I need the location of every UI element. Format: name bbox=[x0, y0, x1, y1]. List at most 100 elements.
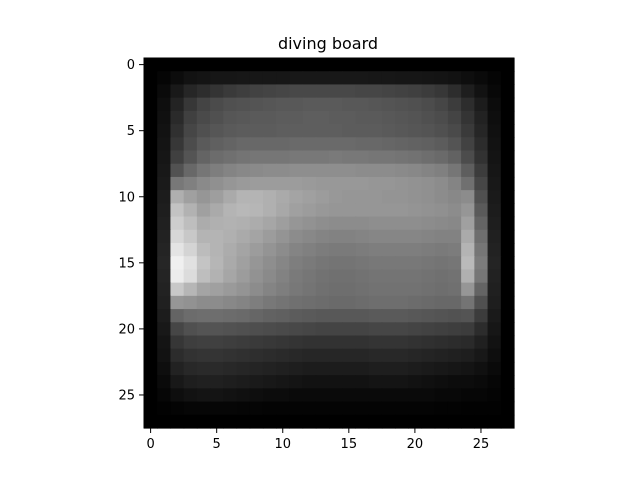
heatmap-cell bbox=[170, 309, 185, 323]
heatmap-cell bbox=[170, 190, 185, 204]
heatmap-cell bbox=[421, 190, 436, 204]
heatmap-cell bbox=[381, 176, 396, 191]
heatmap-cell bbox=[196, 322, 211, 337]
heatmap-cell bbox=[355, 150, 370, 165]
heatmap-cell bbox=[302, 203, 317, 218]
heatmap-cell bbox=[474, 150, 489, 165]
heatmap-cell bbox=[289, 335, 304, 350]
heatmap-cell bbox=[289, 110, 304, 125]
heatmap-cell bbox=[329, 203, 343, 218]
heatmap-cell bbox=[487, 84, 502, 99]
heatmap-cell bbox=[183, 58, 198, 72]
heatmap-cell bbox=[461, 414, 475, 429]
heatmap-cell bbox=[368, 414, 383, 429]
heatmap-cell bbox=[144, 322, 158, 337]
heatmap-cell bbox=[144, 243, 158, 257]
heatmap-cell bbox=[276, 348, 290, 363]
heatmap-cell bbox=[223, 110, 238, 125]
heatmap-cell bbox=[368, 163, 383, 178]
heatmap-cell bbox=[170, 348, 185, 363]
heatmap-cell bbox=[315, 150, 330, 165]
heatmap-cell bbox=[315, 309, 330, 323]
heatmap-cell bbox=[447, 163, 462, 178]
heatmap-cell bbox=[408, 348, 423, 363]
heatmap-cell bbox=[289, 256, 304, 271]
heatmap-cell bbox=[183, 84, 198, 99]
heatmap-cell bbox=[144, 335, 158, 350]
heatmap-cell bbox=[183, 150, 198, 165]
heatmap-cell bbox=[368, 243, 383, 257]
heatmap-cell bbox=[447, 124, 462, 138]
heatmap-cell bbox=[302, 309, 317, 323]
heatmap-cell bbox=[381, 84, 396, 99]
heatmap-cell bbox=[262, 243, 277, 257]
heatmap-cell bbox=[157, 229, 172, 244]
heatmap-cell bbox=[355, 58, 370, 72]
heatmap-cell bbox=[302, 295, 317, 310]
heatmap-cell bbox=[474, 256, 489, 271]
heatmap-cell bbox=[302, 388, 317, 403]
heatmap-cell bbox=[474, 335, 489, 350]
heatmap-cell bbox=[210, 361, 224, 376]
heatmap-cell bbox=[342, 229, 357, 244]
heatmap-cell bbox=[236, 243, 251, 257]
heatmap-cell bbox=[408, 216, 423, 231]
heatmap-cell bbox=[395, 97, 409, 112]
heatmap-cell bbox=[289, 375, 304, 389]
heatmap-cell bbox=[474, 190, 489, 204]
heatmap-cell bbox=[447, 229, 462, 244]
heatmap-cell bbox=[302, 71, 317, 86]
heatmap-cell bbox=[408, 229, 423, 244]
heatmap-cell bbox=[461, 58, 475, 72]
heatmap-cell bbox=[144, 414, 158, 429]
heatmap-cell bbox=[249, 137, 264, 152]
heatmap-cell bbox=[421, 348, 436, 363]
heatmap-cell bbox=[434, 216, 449, 231]
heatmap-cell bbox=[434, 243, 449, 257]
x-tick-label: 20 bbox=[407, 437, 424, 452]
heatmap-cell bbox=[342, 203, 357, 218]
heatmap-cell bbox=[223, 58, 238, 72]
heatmap-cell bbox=[408, 110, 423, 125]
heatmap-cell bbox=[276, 97, 290, 112]
heatmap-cell bbox=[434, 269, 449, 284]
heatmap-cell bbox=[487, 176, 502, 191]
heatmap-cell bbox=[183, 229, 198, 244]
heatmap-cell bbox=[329, 361, 343, 376]
heatmap-cell bbox=[408, 414, 423, 429]
heatmap-cell bbox=[236, 295, 251, 310]
heatmap-cell bbox=[342, 256, 357, 271]
heatmap-cell bbox=[474, 348, 489, 363]
heatmap-cell bbox=[368, 322, 383, 337]
heatmap-cell bbox=[447, 243, 462, 257]
heatmap-cell bbox=[355, 401, 370, 416]
heatmap-cell bbox=[461, 401, 475, 416]
heatmap-cell bbox=[447, 295, 462, 310]
heatmap-cell bbox=[421, 84, 436, 99]
heatmap-cell bbox=[381, 388, 396, 403]
heatmap-cell bbox=[355, 229, 370, 244]
heatmap-cell bbox=[329, 124, 343, 138]
heatmap-cell bbox=[434, 203, 449, 218]
heatmap-cell bbox=[302, 229, 317, 244]
heatmap-cell bbox=[276, 110, 290, 125]
heatmap-cell bbox=[236, 256, 251, 271]
heatmap-cell bbox=[461, 84, 475, 99]
heatmap-cell bbox=[381, 110, 396, 125]
heatmap-cell bbox=[276, 388, 290, 403]
heatmap-cell bbox=[355, 388, 370, 403]
heatmap-cell bbox=[487, 150, 502, 165]
heatmap-cell bbox=[249, 150, 264, 165]
heatmap-cell bbox=[210, 150, 224, 165]
heatmap-cell bbox=[223, 348, 238, 363]
heatmap-cell bbox=[395, 282, 409, 297]
heatmap-cell bbox=[408, 388, 423, 403]
heatmap-cell bbox=[157, 58, 172, 72]
heatmap-cell bbox=[447, 322, 462, 337]
heatmap-cell bbox=[355, 414, 370, 429]
heatmap-cell bbox=[276, 137, 290, 152]
heatmap-cell bbox=[447, 176, 462, 191]
heatmap-cell bbox=[183, 388, 198, 403]
heatmap-cell bbox=[249, 322, 264, 337]
heatmap-cell bbox=[408, 137, 423, 152]
